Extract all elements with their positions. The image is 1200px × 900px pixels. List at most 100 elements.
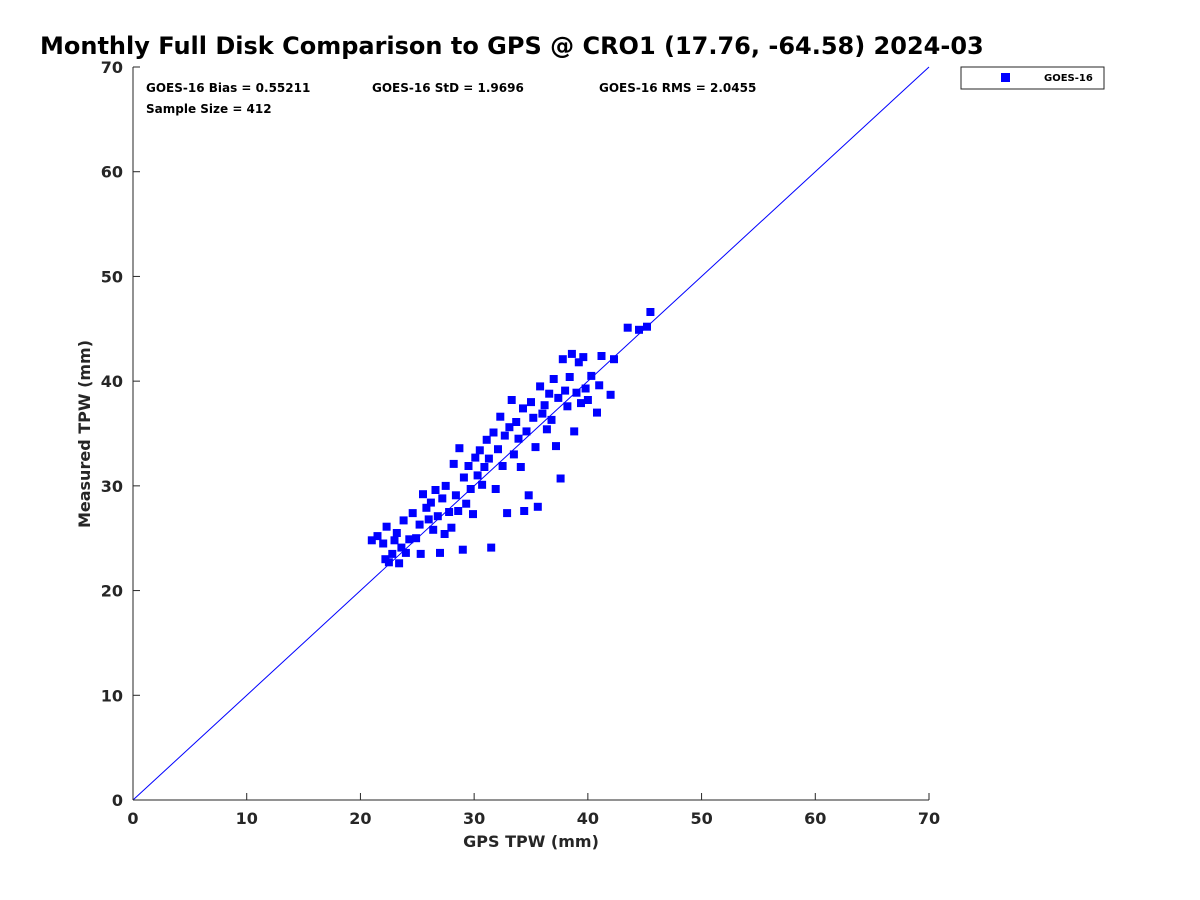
data-point xyxy=(475,446,484,455)
y-tick-label: 10 xyxy=(101,686,123,705)
data-point xyxy=(536,382,545,391)
data-point xyxy=(606,390,615,399)
data-point xyxy=(556,474,565,483)
data-point xyxy=(514,434,523,443)
data-point xyxy=(415,520,424,529)
data-point xyxy=(480,463,489,471)
data-point xyxy=(478,480,487,489)
data-point xyxy=(549,375,558,383)
legend-box xyxy=(960,66,1105,90)
data-point xyxy=(447,523,456,532)
x-tick-label: 70 xyxy=(918,809,940,828)
stat-rms: GOES-16 RMS = 2.0455 xyxy=(599,81,756,95)
data-point xyxy=(561,386,570,395)
data-point xyxy=(422,503,431,512)
data-point xyxy=(373,532,382,541)
data-point xyxy=(635,325,643,334)
data-point xyxy=(491,485,500,493)
data-point xyxy=(445,508,454,516)
data-point xyxy=(399,516,408,525)
data-point xyxy=(424,515,433,524)
y-ticks: 0 10 20 30 40 50 60 70 xyxy=(101,58,140,810)
data-point xyxy=(500,431,509,440)
legend: GOES-16 xyxy=(960,66,1105,90)
data-point xyxy=(558,355,567,364)
data-point xyxy=(505,423,514,432)
data-point xyxy=(367,536,376,545)
x-axis-label: GPS TPW (mm) xyxy=(463,832,599,851)
data-point xyxy=(572,388,581,397)
data-point xyxy=(487,543,496,552)
y-tick-label: 0 xyxy=(112,791,123,810)
data-point xyxy=(527,398,535,407)
data-point xyxy=(384,558,393,567)
data-point xyxy=(538,409,547,418)
data-point xyxy=(522,427,531,436)
data-point xyxy=(552,442,560,451)
data-point xyxy=(583,396,592,404)
data-point xyxy=(610,355,618,364)
data-point xyxy=(587,371,596,380)
data-point xyxy=(382,522,391,531)
data-point xyxy=(412,534,421,543)
y-tick-label: 20 xyxy=(101,582,123,601)
data-point xyxy=(545,389,554,398)
y-axis-label: Measured TPW (mm) xyxy=(75,340,94,528)
data-point xyxy=(482,435,491,444)
stat-bias: GOES-16 Bias = 0.55211 xyxy=(146,81,310,95)
data-point xyxy=(419,490,427,499)
data-point xyxy=(390,536,399,545)
data-point xyxy=(431,486,440,494)
data-point xyxy=(574,358,583,367)
data-point xyxy=(459,473,468,482)
data-point xyxy=(408,509,417,518)
x-tick-label: 0 xyxy=(127,809,138,828)
data-point xyxy=(595,381,604,390)
data-point xyxy=(494,445,502,454)
legend-marker-goes16 xyxy=(1001,73,1010,82)
data-point xyxy=(438,494,447,503)
data-point xyxy=(436,548,444,557)
data-point xyxy=(464,462,473,470)
data-point xyxy=(529,413,538,422)
data-point xyxy=(516,463,525,471)
reference-line-layer xyxy=(132,66,930,801)
x-tick-label: 60 xyxy=(804,809,826,828)
y-tick-label: 50 xyxy=(101,267,123,286)
data-point xyxy=(565,373,574,381)
data-point xyxy=(395,559,404,568)
data-point xyxy=(509,450,518,459)
data-point xyxy=(581,384,590,393)
data-point xyxy=(458,545,467,554)
data-point xyxy=(646,308,655,316)
data-point xyxy=(451,491,460,500)
y-tick-label: 40 xyxy=(101,372,123,391)
data-point xyxy=(542,425,551,434)
scatter-points xyxy=(367,308,655,568)
data-point xyxy=(405,535,414,544)
data-point xyxy=(426,498,435,507)
data-point xyxy=(388,549,397,558)
data-point xyxy=(512,418,521,426)
data-point xyxy=(496,412,505,421)
data-point xyxy=(379,539,388,548)
data-point xyxy=(433,512,442,521)
stat-std: GOES-16 StD = 1.9696 xyxy=(372,81,524,95)
y-tick-label: 60 xyxy=(101,163,123,182)
data-point xyxy=(567,349,576,358)
x-tick-label: 20 xyxy=(349,809,371,828)
data-point xyxy=(401,548,410,557)
data-point xyxy=(441,481,450,490)
y-tick-label: 30 xyxy=(101,477,123,496)
data-point xyxy=(498,462,507,470)
data-point xyxy=(469,510,477,519)
y-tick-label: 70 xyxy=(101,58,123,77)
data-point xyxy=(554,393,563,402)
data-point xyxy=(520,507,529,515)
data-point xyxy=(507,396,516,404)
data-point xyxy=(454,507,463,515)
data-point xyxy=(524,491,533,500)
data-point xyxy=(533,502,542,511)
data-point xyxy=(449,459,458,468)
